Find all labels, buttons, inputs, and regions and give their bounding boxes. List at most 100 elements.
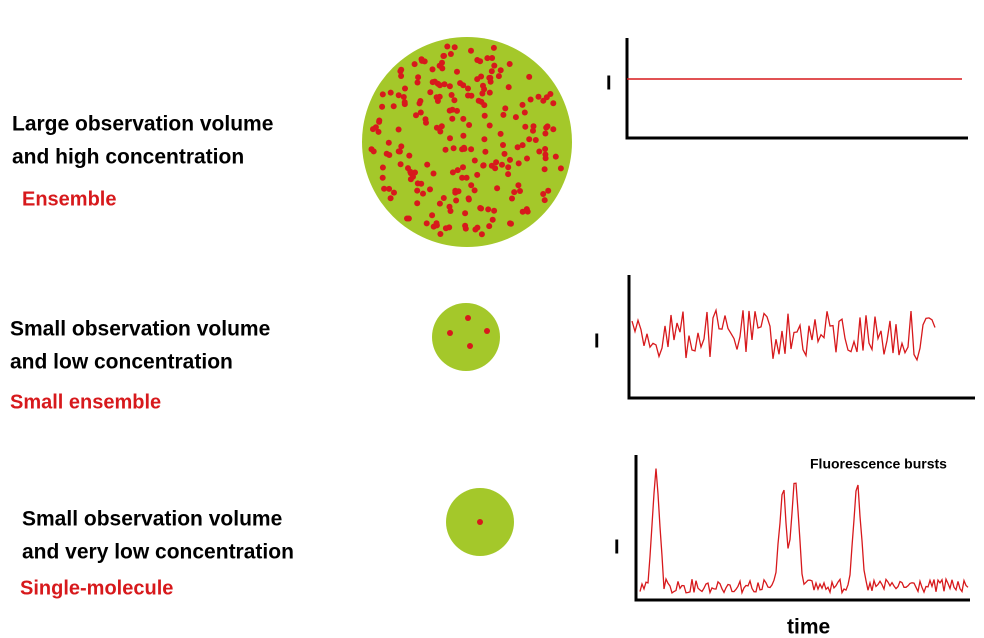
molecule <box>427 89 434 96</box>
molecule <box>437 231 444 237</box>
molecule <box>387 89 394 96</box>
molecule <box>395 148 402 155</box>
molecule <box>487 74 494 81</box>
molecule <box>454 68 460 75</box>
molecule <box>515 182 522 189</box>
molecule <box>444 43 451 50</box>
molecule <box>478 205 485 212</box>
regime-label: Small ensemble <box>10 391 161 413</box>
molecule <box>446 107 453 114</box>
axis-label: I <box>614 536 620 558</box>
molecule <box>482 148 489 155</box>
molecule <box>527 96 534 103</box>
molecule <box>423 119 429 126</box>
molecule <box>415 74 422 81</box>
intensity-trace <box>631 307 936 362</box>
regime-label: Ensemble <box>22 188 116 210</box>
axis-label: I <box>606 72 612 94</box>
molecule <box>536 148 543 155</box>
molecule <box>502 105 509 112</box>
molecule <box>512 114 519 121</box>
molecule <box>433 220 440 227</box>
row-label: and very low concentration <box>22 541 294 564</box>
molecule <box>413 112 419 119</box>
molecule <box>417 109 424 116</box>
molecule <box>545 187 552 194</box>
molecule <box>434 98 441 104</box>
molecule <box>398 73 405 79</box>
row-label: and high concentration <box>12 146 244 169</box>
molecule <box>400 94 407 100</box>
molecule <box>480 82 486 89</box>
molecule <box>414 200 421 207</box>
molecule <box>505 84 512 91</box>
molecule <box>550 126 557 133</box>
molecule <box>486 223 493 230</box>
molecule <box>439 65 446 72</box>
molecule <box>407 168 414 175</box>
molecule <box>491 207 498 214</box>
molecule <box>417 98 424 104</box>
molecule <box>379 174 386 181</box>
observation-volume <box>362 37 572 247</box>
molecules <box>368 43 564 238</box>
molecule <box>460 164 466 171</box>
row-label: Large observation volume <box>12 113 273 136</box>
molecule <box>429 79 436 86</box>
molecule <box>481 112 488 119</box>
molecule <box>411 61 418 68</box>
molecule <box>505 164 512 171</box>
molecule <box>451 44 458 51</box>
molecule <box>507 156 513 163</box>
molecule <box>460 132 467 139</box>
molecule <box>451 97 458 104</box>
molecule <box>402 85 408 92</box>
molecule <box>465 196 472 203</box>
molecule <box>395 126 402 133</box>
molecule <box>540 191 547 197</box>
molecule <box>457 80 464 87</box>
molecule <box>484 55 491 62</box>
molecule <box>453 197 460 204</box>
molecule <box>442 225 449 232</box>
molecule <box>490 44 497 51</box>
molecule <box>542 146 549 152</box>
molecule <box>517 188 523 194</box>
molecule <box>495 73 502 80</box>
molecule <box>441 81 448 88</box>
molecule <box>436 200 443 207</box>
molecule <box>519 101 526 108</box>
molecule <box>465 85 471 92</box>
row-label: Small observation volume <box>10 318 270 341</box>
row-label: and low concentration <box>10 351 233 374</box>
molecule <box>379 103 386 110</box>
molecule <box>550 100 557 107</box>
molecule <box>465 315 471 321</box>
molecule <box>474 76 481 83</box>
molecule <box>379 91 386 98</box>
molecule <box>484 328 490 334</box>
molecule <box>379 164 386 171</box>
molecule <box>474 224 481 231</box>
molecule <box>466 122 473 128</box>
molecule <box>486 89 493 96</box>
molecule <box>474 171 481 178</box>
molecule <box>515 160 522 167</box>
molecule <box>491 62 498 69</box>
axes <box>627 275 975 400</box>
molecule <box>519 142 526 149</box>
molecule <box>519 208 526 215</box>
molecule <box>447 135 453 142</box>
molecule <box>542 155 549 162</box>
molecule <box>547 91 554 97</box>
molecule <box>370 126 376 133</box>
molecule <box>462 210 469 217</box>
molecule <box>530 123 537 130</box>
molecule <box>429 212 436 219</box>
molecule <box>414 180 421 187</box>
molecule <box>479 90 486 97</box>
molecule <box>376 117 383 124</box>
molecule <box>449 115 456 122</box>
molecule <box>395 92 402 99</box>
molecule <box>541 197 548 204</box>
